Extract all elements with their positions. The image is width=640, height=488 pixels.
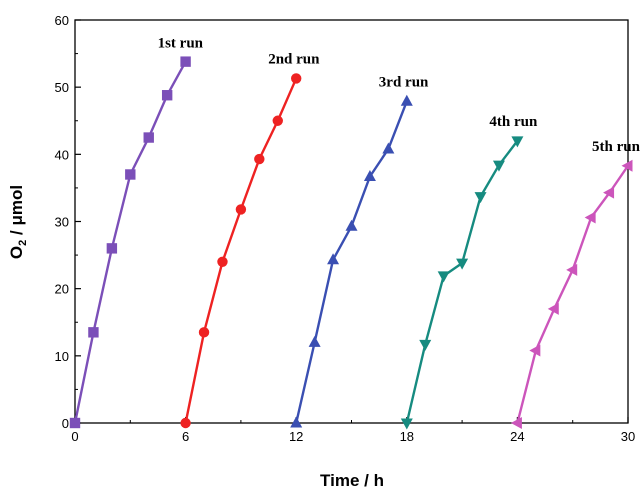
data-point bbox=[456, 258, 469, 270]
y-tick-label: 30 bbox=[55, 215, 69, 230]
data-point bbox=[400, 94, 413, 106]
data-point bbox=[308, 335, 321, 347]
run-labels: 1st run 2nd run 3rd run 4th run 5th run bbox=[158, 36, 640, 155]
data-point bbox=[437, 271, 450, 283]
data-point bbox=[363, 169, 376, 181]
data-point bbox=[272, 115, 283, 126]
data-point bbox=[492, 160, 505, 172]
x-tick-label: 30 bbox=[621, 429, 635, 444]
run-label: 3rd run bbox=[379, 74, 429, 90]
series-line bbox=[73, 61, 187, 424]
x-tick-label: 0 bbox=[71, 429, 78, 444]
data-point bbox=[584, 211, 596, 224]
data-point bbox=[198, 327, 210, 338]
data-point bbox=[143, 132, 154, 143]
data-point bbox=[529, 344, 541, 357]
data-point bbox=[235, 204, 247, 215]
series-line bbox=[516, 165, 629, 424]
data-point bbox=[382, 142, 395, 154]
y-tick-label: 50 bbox=[55, 80, 69, 95]
data-point bbox=[474, 192, 487, 204]
axes: 0 6 12 18 24 30 0 10 20 30 40 50 60 bbox=[55, 13, 636, 444]
y-tick-label: 20 bbox=[55, 282, 69, 297]
y-tick-label: 10 bbox=[55, 349, 69, 364]
y-tick-label: 0 bbox=[62, 416, 69, 431]
series-line bbox=[184, 77, 298, 424]
series-4 bbox=[400, 136, 524, 430]
y-axis-title-rest: / μmol bbox=[7, 185, 26, 240]
series-5 bbox=[510, 159, 633, 429]
x-tick-label: 12 bbox=[289, 429, 303, 444]
y-axis-title: O2 / μmol bbox=[7, 185, 29, 259]
y-axis-title-main: O bbox=[7, 246, 26, 259]
data-point bbox=[106, 243, 118, 254]
data-point bbox=[547, 302, 559, 315]
series-layer bbox=[69, 56, 633, 430]
y-tick-label: 60 bbox=[55, 13, 69, 28]
data-point bbox=[603, 186, 615, 199]
data-point bbox=[327, 253, 340, 265]
data-point bbox=[400, 418, 413, 430]
data-point bbox=[419, 339, 432, 351]
data-point bbox=[290, 416, 303, 428]
series-2 bbox=[180, 73, 302, 429]
run-label: 5th run bbox=[592, 139, 640, 155]
data-point bbox=[88, 327, 99, 338]
data-point bbox=[291, 73, 302, 84]
series-1 bbox=[69, 56, 191, 429]
x-axis-title: Time / h bbox=[320, 471, 384, 488]
x-tick-label: 24 bbox=[510, 429, 524, 444]
data-point bbox=[217, 256, 228, 267]
data-point bbox=[621, 159, 633, 172]
data-point bbox=[180, 417, 191, 429]
data-point bbox=[161, 90, 173, 101]
y-axis-title-sub: 2 bbox=[17, 240, 29, 246]
data-point bbox=[254, 153, 265, 165]
x-tick-label: 18 bbox=[400, 429, 414, 444]
series-3 bbox=[290, 94, 413, 428]
run-label: 2nd run bbox=[268, 51, 320, 67]
data-point bbox=[345, 219, 358, 231]
data-point bbox=[180, 56, 191, 67]
x-tick-label: 6 bbox=[182, 429, 189, 444]
run-label: 4th run bbox=[489, 114, 538, 130]
data-point bbox=[566, 263, 578, 276]
data-point bbox=[69, 417, 81, 429]
run-label: 1st run bbox=[158, 36, 204, 52]
data-point bbox=[510, 417, 522, 429]
y-tick-label: 40 bbox=[55, 147, 69, 162]
data-point bbox=[125, 169, 136, 180]
series-line bbox=[405, 140, 519, 424]
data-point bbox=[511, 136, 524, 148]
